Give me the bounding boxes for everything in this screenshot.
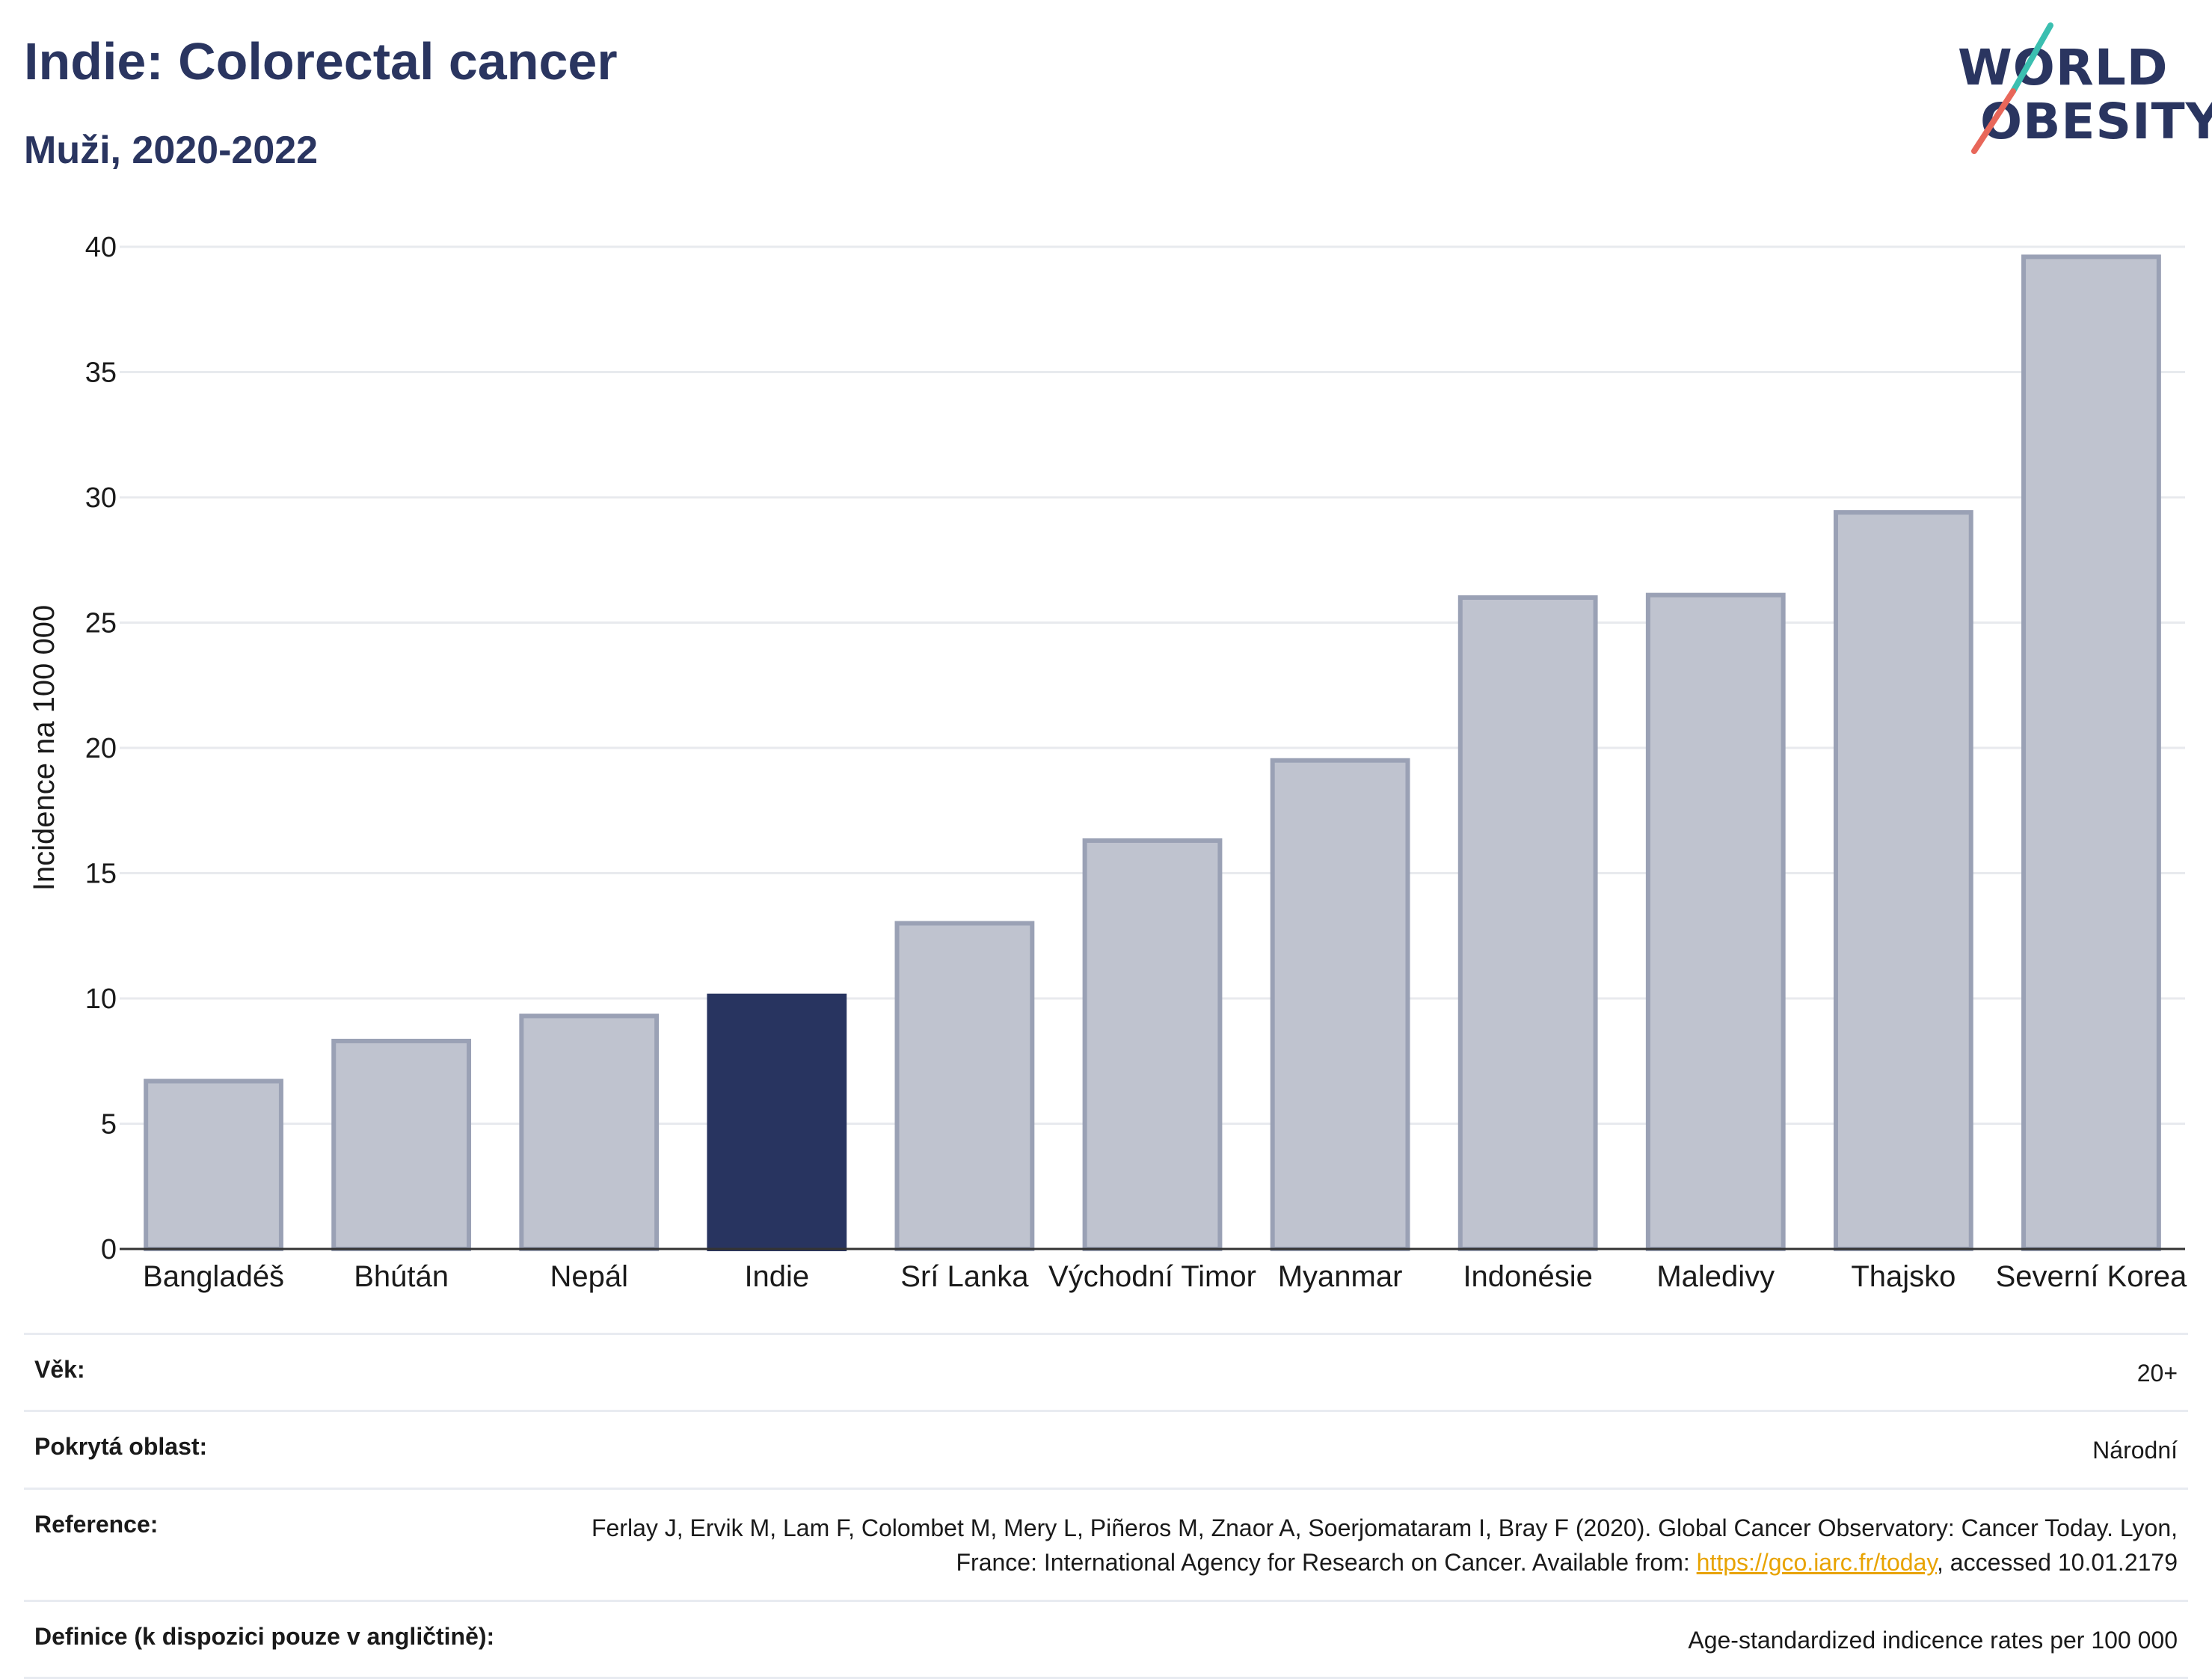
x-axis-labels: Bangladéš Bhútán Nepál Indie Srí Lanka Východ…	[143, 1260, 2187, 1293]
info-value-definition: Age-standardized indicence rates per 100…	[1688, 1626, 2178, 1654]
reference-link[interactable]: https://gco.iarc.fr/today	[1696, 1549, 1937, 1577]
chart-subtitle: Muži, 2020-2022	[24, 129, 319, 172]
y-tick-label: 25	[85, 608, 117, 639]
bar	[1457, 595, 1598, 1251]
bar	[707, 993, 847, 1252]
reference-accessed: , accessed 10.01.2179	[1936, 1549, 2178, 1577]
bar	[1082, 838, 1223, 1251]
x-tick-label: Srí Lanka	[900, 1260, 1029, 1293]
y-tick-label: 5	[101, 1109, 117, 1141]
y-tick-label: 35	[85, 357, 117, 389]
info-row-area: Pokrytá oblast: Národní	[24, 1410, 2188, 1487]
y-tick-label: 0	[101, 1234, 117, 1265]
world-obesity-logo: WORLD OBESITY	[1944, 22, 2212, 165]
x-tick-label: Maledivy	[1656, 1260, 1775, 1293]
info-label-reference: Reference:	[34, 1510, 159, 1538]
x-tick-label: Indie	[744, 1260, 809, 1293]
y-tick-label: 30	[85, 482, 117, 514]
y-axis-title: Incidence na 100 000	[28, 605, 61, 891]
bar	[519, 1013, 660, 1251]
reference-text: Ferlay J, Ervik M, Lam F, Colombet M, Me…	[591, 1514, 2178, 1577]
x-tick-label: Nepál	[550, 1260, 628, 1293]
x-tick-label: Indonésie	[1463, 1260, 1592, 1293]
y-tick-label: 20	[85, 733, 117, 764]
y-tick-label: 10	[85, 983, 117, 1015]
bar	[2021, 254, 2161, 1251]
info-value-area: Národní	[2092, 1437, 2178, 1464]
y-tick-label: 15	[85, 859, 117, 890]
info-row-reference: Reference: Ferlay J, Ervik M, Lam F, Col…	[24, 1487, 2188, 1600]
info-label-age: Věk:	[34, 1356, 85, 1383]
info-label-definition: Definice (k dispozici pouze v angličtině…	[34, 1622, 495, 1650]
bar	[1645, 592, 1786, 1251]
bar	[1833, 510, 1973, 1252]
bar	[894, 921, 1035, 1251]
bar	[144, 1078, 283, 1252]
logo-line-1: WORLD	[1958, 39, 2169, 96]
bar	[331, 1038, 472, 1251]
logo-line-2: OBESITY	[1980, 93, 2212, 150]
x-tick-label: Bangladéš	[143, 1260, 284, 1293]
info-value-age: 20+	[2136, 1360, 2178, 1387]
info-value-reference: Ferlay J, Ervik M, Lam F, Colombet M, Me…	[585, 1511, 2178, 1580]
info-row-age: Věk: 20+	[24, 1333, 2188, 1410]
x-tick-label: Thajsko	[1851, 1260, 1956, 1293]
y-axis-ticks: 0 5 10 15 20 25 30 35 40	[85, 232, 117, 1265]
bar-chart: 0 5 10 15 20 25 30 35 40 Bangladéš Bhútán Nepál Ind…	[28, 232, 2187, 1293]
bar	[1270, 758, 1410, 1251]
chart-title: Indie: Colorectal cancer	[24, 32, 618, 90]
info-label-area: Pokrytá oblast:	[34, 1433, 208, 1461]
y-tick-label: 40	[85, 232, 117, 263]
bars	[144, 254, 2161, 1252]
info-table: Věk: 20+ Pokrytá oblast: Národní Referen…	[24, 1333, 2188, 1679]
x-tick-label: Bhútán	[354, 1260, 449, 1293]
x-tick-label: Východní Timor	[1048, 1260, 1256, 1293]
x-tick-label: Myanmar	[1278, 1260, 1403, 1293]
x-tick-label: Severní Korea	[1996, 1260, 2187, 1293]
info-row-definition: Definice (k dispozici pouze v angličtině…	[24, 1599, 2188, 1679]
logo-slash-icon	[1971, 22, 2053, 154]
